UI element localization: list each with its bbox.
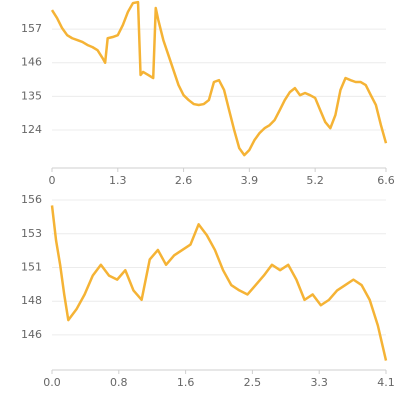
x-tick-label: 0.0 [43, 376, 61, 389]
y-tick-label: 146 [21, 56, 42, 69]
x-tick-label: 5.2 [306, 174, 324, 187]
data-line [50, 0, 388, 157]
x-tick-label: 1.3 [109, 174, 127, 187]
x-tick-label: 2.5 [244, 376, 262, 389]
y-tick-label: 148 [21, 294, 42, 307]
x-tick-label: 0 [49, 174, 56, 187]
x-tick-label: 1.6 [177, 376, 195, 389]
y-tick-label: 146 [21, 328, 42, 341]
y-tick-label: 153 [21, 227, 42, 240]
y-tick-label: 151 [21, 260, 42, 273]
y-tick-label: 124 [21, 123, 42, 136]
data-line [50, 205, 388, 361]
x-tick-label: 3.9 [241, 174, 259, 187]
x-tick-label: 0.8 [110, 376, 128, 389]
y-tick-label: 135 [21, 89, 42, 102]
x-tick-label: 3.3 [310, 376, 328, 389]
y-tick-label: 156 [21, 193, 42, 206]
x-tick-label: 6.6 [377, 174, 395, 187]
x-tick-label: 4.1 [377, 376, 395, 389]
y-tick-label: 157 [21, 22, 42, 35]
x-tick-label: 2.6 [175, 174, 193, 187]
